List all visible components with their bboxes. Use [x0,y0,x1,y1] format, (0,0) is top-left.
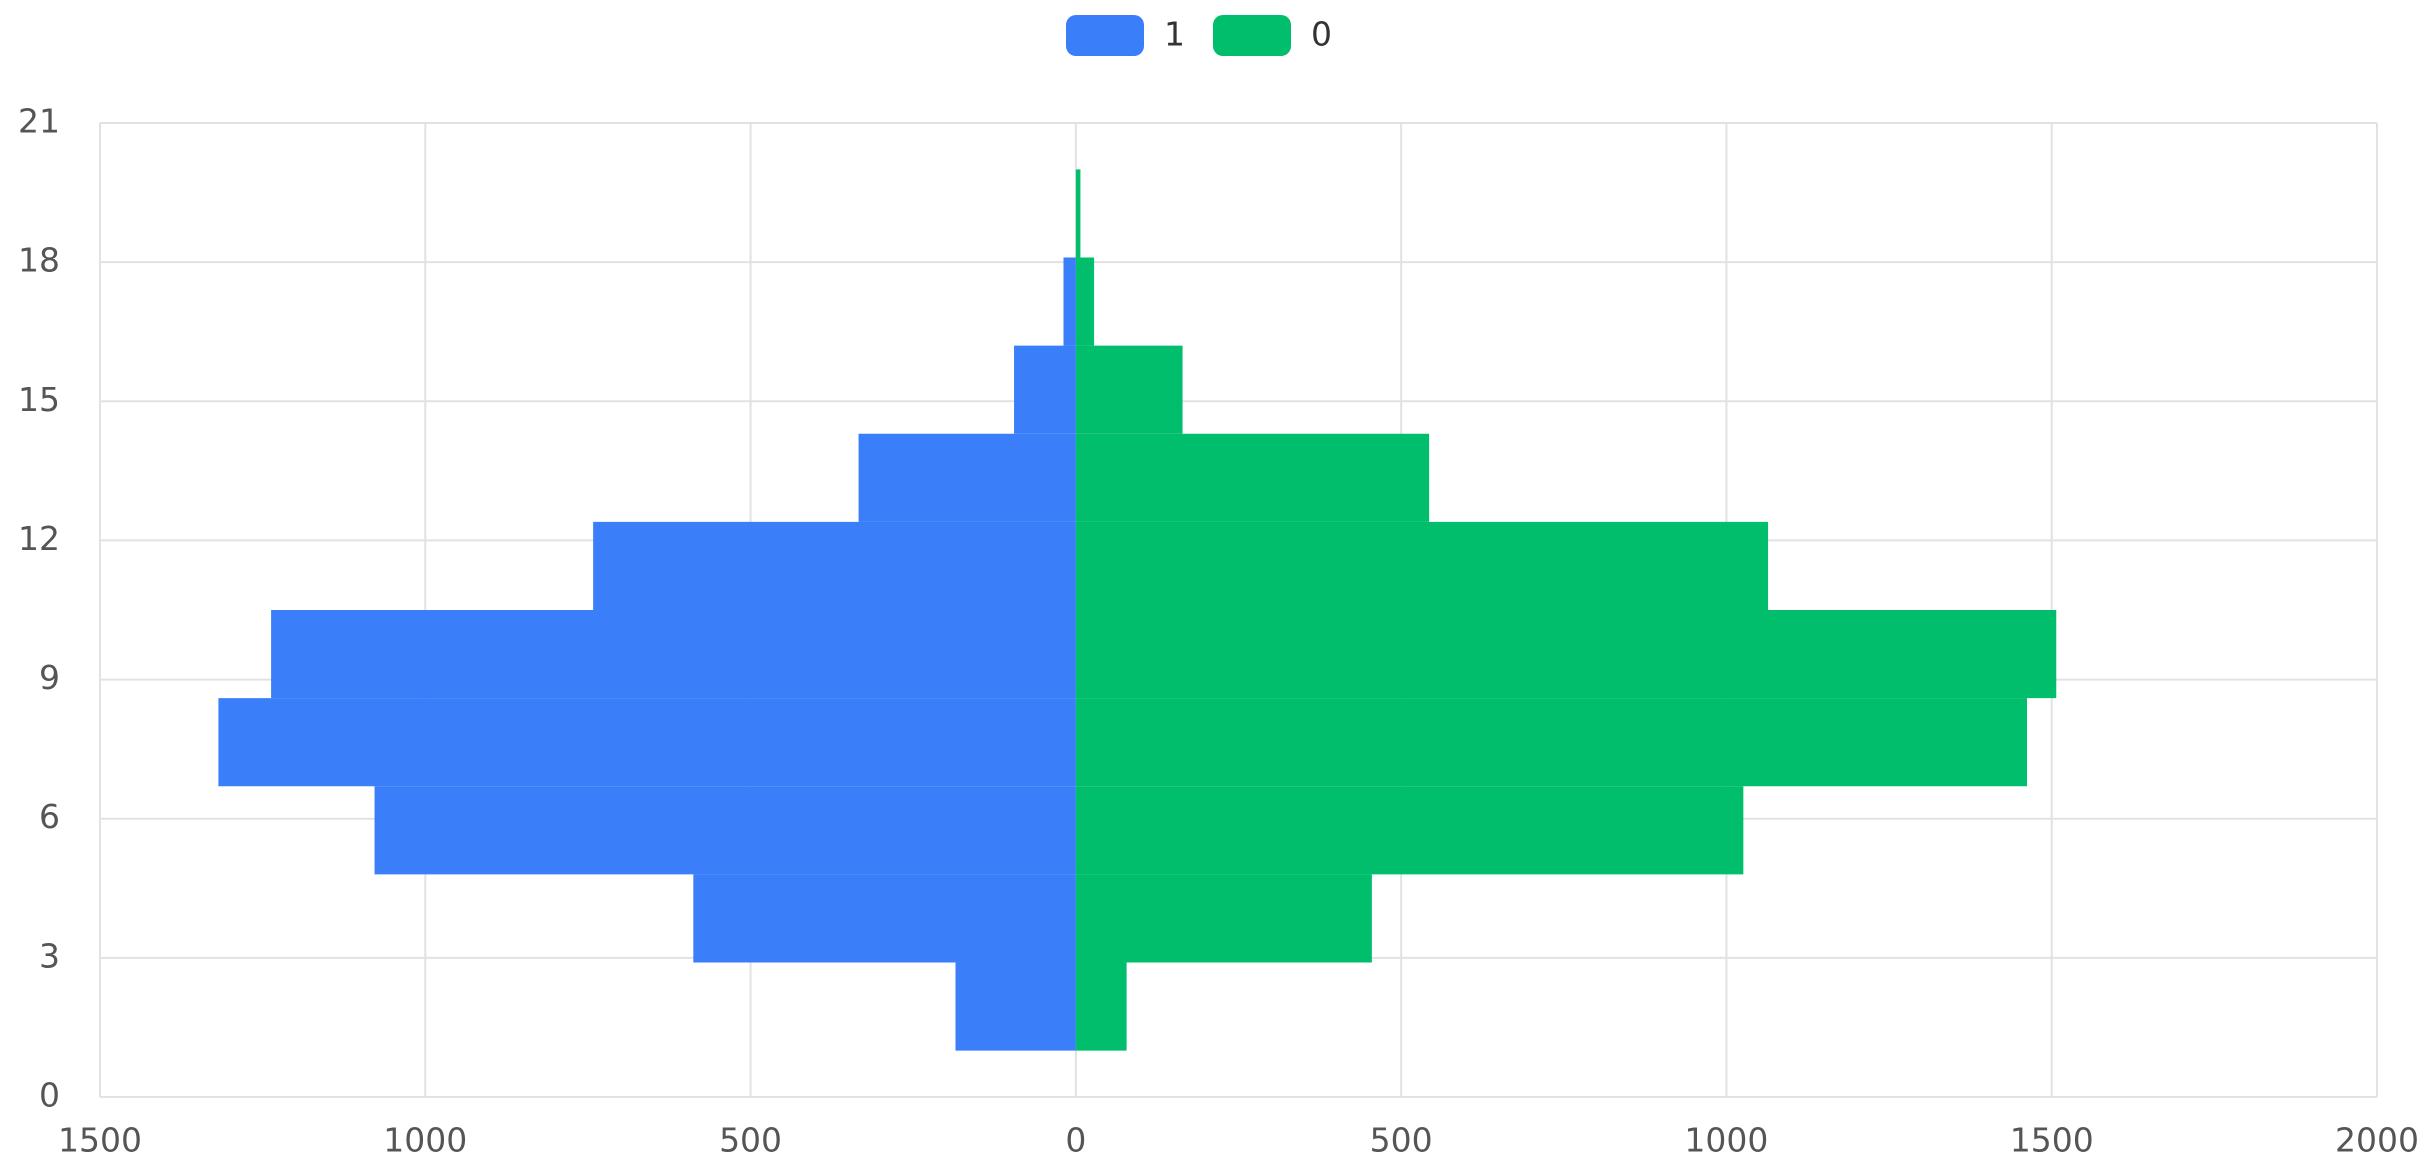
legend-swatch [1066,15,1144,56]
x-tick-label: 1000 [1684,1121,1768,1160]
y-tick-label: 18 [18,241,60,280]
x-tick-label: 1000 [383,1121,467,1160]
bar [374,786,1076,875]
bar [218,698,1076,787]
bar [1075,786,1744,875]
legend-label: 0 [1311,15,1332,54]
y-tick-label: 15 [18,380,60,419]
y-tick-label: 21 [18,102,60,141]
bar [955,962,1076,1051]
bar [1075,610,2057,699]
legend-swatch [1213,15,1291,56]
x-tick-label: 1500 [58,1121,142,1160]
bar [693,874,1076,963]
bar [1075,521,1769,610]
bar [271,610,1076,699]
bar [1014,345,1076,434]
bar [1075,257,1095,346]
y-tick-label: 12 [18,519,60,558]
y-tick-label: 9 [39,658,60,697]
x-tick-label: 500 [719,1121,782,1160]
x-tick-label: 0 [1065,1121,1086,1160]
bar [1075,433,1430,522]
x-tick-label: 500 [1370,1121,1433,1160]
bar [1075,169,1081,258]
bar [1075,962,1127,1051]
bar [1063,257,1076,346]
y-tick-label: 6 [39,797,60,836]
y-tick-label: 0 [39,1076,60,1115]
bar [593,521,1076,610]
bar [1075,345,1183,434]
legend-label: 1 [1164,15,1185,54]
bar [1075,874,1372,963]
x-tick-label: 2000 [2335,1121,2419,1160]
x-tick-label: 1500 [2010,1121,2094,1160]
bar [858,433,1076,522]
y-tick-label: 3 [39,936,60,975]
bar [1075,698,2027,787]
